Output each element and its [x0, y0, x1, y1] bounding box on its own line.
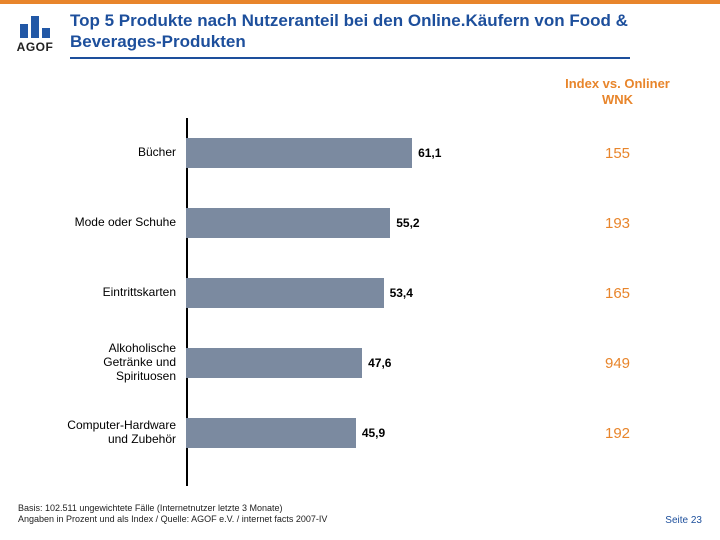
- page-number: Seite 23: [665, 515, 702, 526]
- title-underline: [70, 57, 630, 59]
- value-label: 47,6: [368, 356, 391, 370]
- chart-row: Alkoholische Getränke und Spirituosen 47,…: [60, 328, 670, 398]
- bar: [186, 278, 384, 308]
- chart-row: Mode oder Schuhe 55,2 193: [60, 188, 670, 258]
- category-label: Computer-Hardware und Zubehör: [60, 419, 186, 447]
- footer-line: Angaben in Prozent und als Index / Quell…: [18, 514, 327, 526]
- chart-row: Eintrittskarten 53,4 165: [60, 258, 670, 328]
- page-title: Top 5 Produkte nach Nutzeranteil bei den…: [70, 10, 702, 53]
- header: AGOF Top 5 Produkte nach Nutzeranteil be…: [0, 4, 720, 59]
- title-block: Top 5 Produkte nach Nutzeranteil bei den…: [60, 10, 702, 59]
- index-value: 165: [565, 285, 670, 302]
- category-label: Mode oder Schuhe: [60, 216, 186, 230]
- chart-row: Bücher 61,1 155: [60, 118, 670, 188]
- value-label: 55,2: [396, 216, 419, 230]
- footer-line: Basis: 102.511 ungewichtete Fälle (Inter…: [18, 503, 327, 515]
- bar-chart: Bücher 61,1 155 Mode oder Schuhe 55,2 193 Eint…: [60, 118, 670, 468]
- index-column-header: Index vs. Onliner WNK: [565, 76, 670, 107]
- value-label: 53,4: [390, 286, 413, 300]
- category-label: Alkoholische Getränke und Spirituosen: [60, 342, 186, 383]
- bar: [186, 208, 390, 238]
- bar: [186, 138, 412, 168]
- index-value: 192: [565, 425, 670, 442]
- bar: [186, 348, 362, 378]
- chart-region: Index vs. Onliner WNK Bücher 61,1 155 Mode …: [60, 76, 670, 491]
- footer-source: Basis: 102.511 ungewichtete Fälle (Inter…: [18, 503, 327, 526]
- value-label: 61,1: [418, 146, 441, 160]
- chart-row: Computer-Hardware und Zubehör 45,9 192: [60, 398, 670, 468]
- index-value: 949: [565, 355, 670, 372]
- bar: [186, 418, 356, 448]
- category-label: Eintrittskarten: [60, 286, 186, 300]
- logo-text: AGOF: [10, 40, 60, 54]
- value-label: 45,9: [362, 426, 385, 440]
- category-label: Bücher: [60, 146, 186, 160]
- index-value: 193: [565, 215, 670, 232]
- agof-logo: AGOF: [10, 10, 60, 54]
- slide: AGOF Top 5 Produkte nach Nutzeranteil be…: [0, 0, 720, 540]
- logo-bars-icon: [10, 12, 60, 38]
- index-value: 155: [565, 145, 670, 162]
